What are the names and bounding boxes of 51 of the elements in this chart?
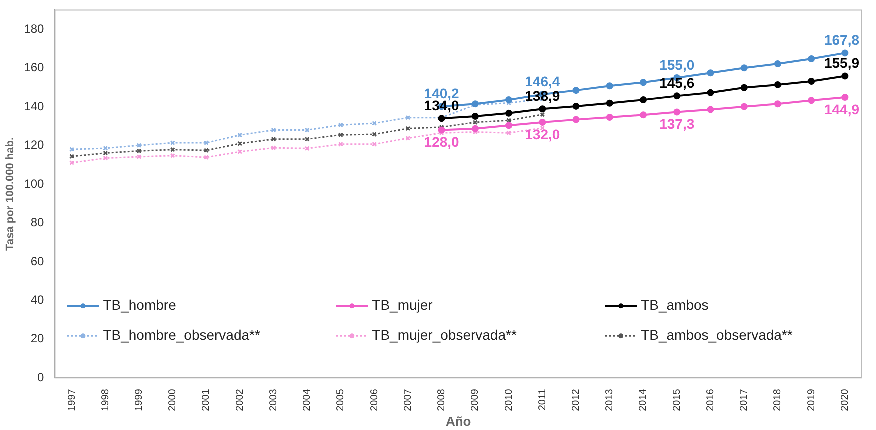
x-tick-label: 2007 xyxy=(402,388,414,412)
x-tick-label: 2015 xyxy=(672,388,683,412)
data-label: 155,0 xyxy=(660,56,695,73)
x-tick-label: 2003 xyxy=(268,388,280,412)
legend-label: TB_ambos xyxy=(641,297,709,314)
data-label: 128,0 xyxy=(424,134,460,150)
x-tick-label: 2019 xyxy=(806,388,818,412)
x-tick-label: 2016 xyxy=(705,388,716,412)
x-tick-label: 1997 xyxy=(66,388,78,412)
x-tick-label: 2002 xyxy=(234,388,246,412)
y-tick-label: 20 xyxy=(30,332,45,346)
y-tick-label: 100 xyxy=(24,176,45,191)
x-tick-label: 2008 xyxy=(436,388,448,412)
data-label: 155,9 xyxy=(824,55,860,72)
y-tick-label: 140 xyxy=(24,99,45,114)
legend-label: TB_mujer xyxy=(372,297,434,314)
x-axis-title: Año xyxy=(446,414,472,429)
x-tick-label: 1998 xyxy=(100,388,112,412)
data-label: 167,8 xyxy=(824,32,860,48)
data-label: 146,4 xyxy=(525,73,560,90)
y-tick-label: 0 xyxy=(38,370,45,384)
legend-label: TB_hombre_observada** xyxy=(103,327,261,344)
data-label: 145,6 xyxy=(660,75,695,92)
legend-label: TB_ambos_observada** xyxy=(641,327,794,344)
x-tick-label: 2000 xyxy=(168,388,179,412)
legend-label: TB_mujer_observada** xyxy=(372,327,518,344)
y-tick-label: 120 xyxy=(24,138,45,152)
x-tick-label: 2006 xyxy=(369,388,380,412)
x-tick-label: 2013 xyxy=(604,388,616,412)
x-tick-label: 2009 xyxy=(470,388,482,412)
data-label: 144,9 xyxy=(824,101,860,118)
x-tick-label: 2004 xyxy=(302,388,314,412)
x-tick-label: 2020 xyxy=(840,388,851,412)
y-tick-label: 40 xyxy=(30,293,45,307)
y-tick-label: 180 xyxy=(24,22,45,36)
x-tick-label: 2014 xyxy=(638,388,650,412)
x-tick-label: 2001 xyxy=(201,388,212,412)
x-tick-label: 1999 xyxy=(134,388,146,412)
data-label: 132,0 xyxy=(525,126,560,142)
x-tick-label: 2005 xyxy=(336,388,347,412)
y-tick-label: 160 xyxy=(24,60,45,75)
data-label: 137,3 xyxy=(660,116,695,132)
x-tick-label: 2018 xyxy=(772,388,784,412)
y-axis-title: Tasa por 100.000 hab. xyxy=(4,137,17,251)
x-tick-label: 2017 xyxy=(739,388,750,412)
x-tick-label: 2012 xyxy=(571,388,582,412)
y-tick-label: 80 xyxy=(30,216,45,230)
legend-label: TB_hombre xyxy=(103,297,177,314)
x-tick-label: 2010 xyxy=(504,388,515,412)
x-tick-label: 2011 xyxy=(537,388,548,411)
y-tick-label: 60 xyxy=(30,254,45,268)
